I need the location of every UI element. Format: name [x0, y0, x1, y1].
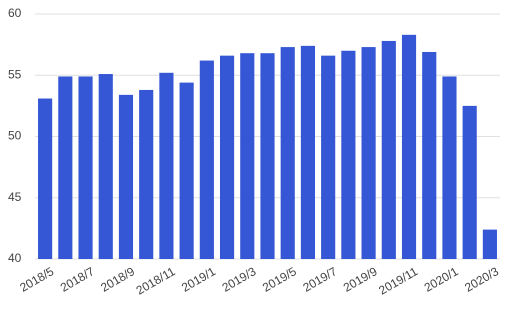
bar — [179, 82, 194, 259]
y-tick-label: 60 — [8, 6, 22, 20]
x-tick-label: 2019/11 — [376, 264, 420, 298]
x-tick-label: 2018/9 — [98, 264, 137, 295]
bar — [260, 53, 275, 260]
y-tick-label: 45 — [8, 190, 22, 204]
y-tick-label: 50 — [8, 129, 22, 143]
bar — [219, 55, 235, 260]
bar — [199, 60, 214, 259]
bar — [462, 105, 477, 259]
bar — [401, 34, 417, 260]
bar — [381, 40, 396, 260]
bar — [118, 94, 134, 259]
bar — [78, 76, 93, 259]
bar — [98, 74, 113, 260]
bar — [159, 72, 174, 259]
x-tick-label: 2019/1 — [179, 264, 218, 295]
bar — [321, 55, 336, 260]
x-tick-label: 2019/5 — [260, 264, 299, 295]
x-tick-label: 2019/3 — [220, 264, 259, 295]
bar — [422, 51, 437, 259]
x-tick-label: 2019/7 — [300, 264, 339, 295]
x-tick-label: 2018/5 — [17, 264, 56, 295]
bar — [442, 76, 457, 259]
y-tick-label: 40 — [8, 251, 22, 265]
bar — [139, 89, 154, 259]
y-tick-label: 55 — [8, 67, 22, 81]
bar — [58, 76, 73, 259]
x-tick-label: 2018/11 — [134, 264, 178, 298]
x-tick-label: 2020/3 — [462, 264, 501, 295]
x-tick-label: 2018/7 — [58, 264, 97, 295]
bar — [482, 229, 497, 259]
bar — [361, 47, 376, 260]
bar — [38, 98, 53, 260]
bar — [300, 45, 316, 259]
bar — [280, 47, 295, 260]
x-tick-label: 2019/9 — [341, 264, 380, 295]
x-tick-label: 2020/1 — [422, 264, 461, 295]
bar — [341, 50, 356, 259]
bar — [240, 53, 255, 260]
